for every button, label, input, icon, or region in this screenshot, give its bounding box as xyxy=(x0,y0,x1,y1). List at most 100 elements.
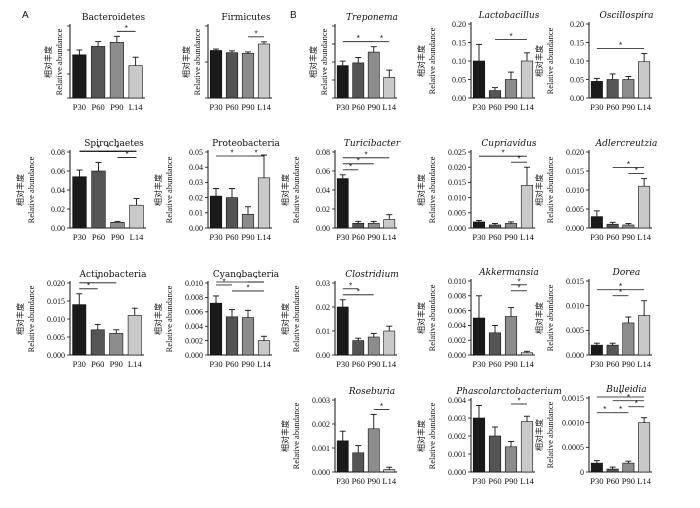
x-tick-label: P30 xyxy=(336,476,349,486)
x-tick-label: P30 xyxy=(209,102,222,112)
chart-title: Turicibacter xyxy=(344,139,401,149)
bar-p60 xyxy=(606,223,619,229)
bar-p60 xyxy=(352,452,365,473)
y-tick-label: 0.020 xyxy=(47,279,65,288)
x-tick-label: P90 xyxy=(367,359,380,369)
y-axis-label: Relative abundance xyxy=(427,402,437,469)
chart-spirochaetes: Spirochaetes 0.00 0.02 0.04 0.06 0.08 Relative… xyxy=(15,139,146,242)
y-axis-label-cn: 相对丰度 xyxy=(416,420,426,452)
y-tick-label: 0.0010 xyxy=(562,418,584,427)
x-tick-label: P90 xyxy=(622,102,635,112)
x-tick-label: L14 xyxy=(257,232,271,242)
x-tick-label: P30 xyxy=(590,359,603,369)
y-axis-label-cn: 相对丰度 xyxy=(181,46,191,78)
significance-star: * xyxy=(254,149,257,158)
bar-p60 xyxy=(352,340,365,356)
y-tick-label: 0.002 xyxy=(185,336,203,345)
y-tick-label: 0.04 xyxy=(316,186,330,195)
x-tick-label: L14 xyxy=(637,359,651,369)
bar-p90 xyxy=(241,214,255,229)
bar-p30 xyxy=(472,417,486,473)
significance-star: * xyxy=(116,144,119,153)
y-axis-label-cn: 相对丰度 xyxy=(280,303,290,335)
bar-p30 xyxy=(209,195,223,229)
bar-l14 xyxy=(638,422,651,473)
x-tick-label: P60 xyxy=(606,232,619,242)
y-tick-label: 0.010 xyxy=(185,279,203,288)
bar-l14 xyxy=(520,352,534,356)
x-tick-label: L14 xyxy=(637,476,651,486)
bar-p60 xyxy=(225,316,239,356)
y-tick-label: 0.02 xyxy=(51,205,65,214)
y-tick-label: 0.08 xyxy=(51,148,65,157)
chart-title: Lactobacillus xyxy=(478,11,540,21)
bar-l14 xyxy=(638,185,651,229)
x-tick-label: P90 xyxy=(110,359,123,369)
y-tick-label: 0.008 xyxy=(448,292,466,301)
y-tick-label: 0.025 xyxy=(448,148,466,157)
y-tick-label: 0.001 xyxy=(448,450,466,459)
x-tick-label: P60 xyxy=(606,359,619,369)
y-tick-label: 0.0005 xyxy=(562,443,584,452)
chart-title: Bacteroidetes xyxy=(82,13,146,23)
significance-star: * xyxy=(380,34,383,43)
y-tick-label: 0.20 xyxy=(452,20,466,29)
y-tick-label: 0.000 xyxy=(448,468,466,477)
significance-star: * xyxy=(246,283,249,292)
bar-p90 xyxy=(367,336,380,356)
bar-l14 xyxy=(257,43,271,99)
y-tick-label: 0.10 xyxy=(570,57,584,66)
x-tick-label: P60 xyxy=(606,102,619,112)
x-tick-label: P60 xyxy=(225,359,238,369)
significance-star: * xyxy=(517,283,520,292)
y-tick-label: 0.02 xyxy=(189,193,203,202)
significance-star: * xyxy=(125,24,128,33)
y-axis-label-cn: 相对丰度 xyxy=(534,419,544,451)
y-tick-label: 0.002 xyxy=(448,432,466,441)
y-axis-label-cn: 相对丰度 xyxy=(280,420,290,452)
y-tick-label: 0.005 xyxy=(566,326,584,335)
bar-p30 xyxy=(336,440,349,473)
x-tick-label: L14 xyxy=(257,359,271,369)
x-tick-label: P90 xyxy=(622,359,635,369)
significance-star: * xyxy=(517,277,520,286)
significance-star: * xyxy=(238,275,241,284)
significance-star: * xyxy=(222,277,225,286)
x-tick-label: P60 xyxy=(91,359,104,369)
bar-p30 xyxy=(336,65,349,99)
bar-l14 xyxy=(383,77,396,99)
chart-turicibacter: Turicibacter 0.00 0.02 0.04 0.06 0.08 Relative… xyxy=(280,139,401,242)
x-tick-label: L14 xyxy=(382,102,396,112)
y-tick-label: 0.000 xyxy=(312,468,330,477)
significance-star: * xyxy=(357,156,360,165)
y-tick-label: 0.003 xyxy=(312,396,330,405)
bar-p60 xyxy=(488,90,502,99)
x-tick-label: P60 xyxy=(225,232,238,242)
chart-actinobacteria: Actinobacteria 0.000 0.005 0.010 0.015 0.020 R… xyxy=(15,270,147,369)
y-tick-label: 0.04 xyxy=(189,163,203,172)
y-axis-label: Relative abundance xyxy=(545,156,555,223)
x-tick-label: P90 xyxy=(367,476,380,486)
x-tick-label: L14 xyxy=(257,102,271,112)
y-axis-label-cn: 相对丰度 xyxy=(416,174,426,206)
y-axis-label: Relative abundance xyxy=(319,28,329,95)
x-tick-label: P90 xyxy=(241,232,254,242)
y-tick-label: 0.010 xyxy=(566,301,584,310)
bar-p90 xyxy=(504,446,518,473)
bar-p90 xyxy=(109,42,124,99)
x-tick-label: P30 xyxy=(472,232,485,242)
bar-p60 xyxy=(91,170,106,229)
x-tick-label: L14 xyxy=(637,102,651,112)
y-tick-label: 0.000 xyxy=(448,224,466,233)
y-tick-label: 0.02 xyxy=(316,303,330,312)
significance-star: * xyxy=(349,281,352,290)
chart-proteobacteria: Proteobacteria 0.00 0.01 0.02 0.03 0.04 0.05 Re… xyxy=(153,139,281,242)
y-axis-label: Relative abundance xyxy=(427,156,437,223)
y-axis-label-cn: 相对丰度 xyxy=(416,45,426,77)
y-tick-label: 0.010 xyxy=(448,277,466,286)
bar-p90 xyxy=(109,333,124,356)
y-tick-label: 0.010 xyxy=(566,186,584,195)
x-tick-label: P60 xyxy=(488,232,501,242)
